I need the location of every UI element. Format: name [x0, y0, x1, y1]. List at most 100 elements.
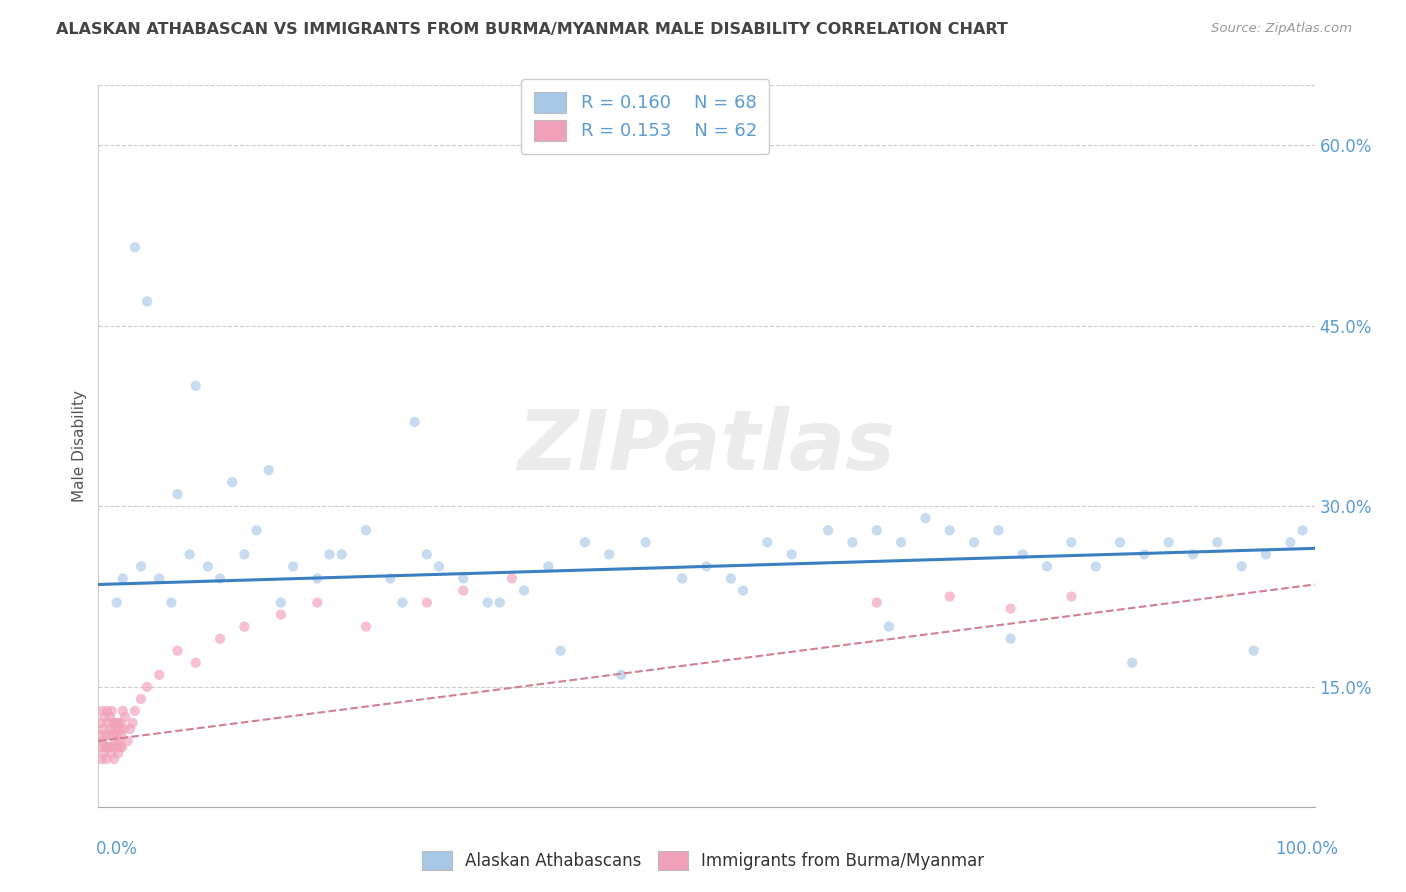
Text: ZIPatlas: ZIPatlas: [517, 406, 896, 486]
Point: [1254, 548, 1277, 562]
Point: [550, 644, 572, 658]
Point: [105, 596, 128, 610]
Point: [112, 722, 135, 736]
Point: [1121, 656, 1143, 670]
Point: [160, 596, 183, 610]
Point: [318, 548, 340, 562]
Point: [598, 548, 620, 562]
Point: [110, 728, 132, 742]
Point: [330, 548, 353, 562]
Point: [866, 596, 889, 610]
Point: [166, 644, 188, 658]
Point: [93, 710, 115, 724]
Point: [100, 746, 122, 760]
Point: [104, 734, 127, 748]
Point: [96, 740, 118, 755]
Point: [221, 475, 243, 489]
Point: [513, 583, 536, 598]
Point: [841, 535, 863, 549]
Point: [671, 572, 693, 586]
Text: ALASKAN ATHABASCAN VS IMMIGRANTS FROM BURMA/MYANMAR MALE DISABILITY CORRELATION : ALASKAN ATHABASCAN VS IMMIGRANTS FROM BU…: [56, 22, 1008, 37]
Point: [124, 704, 146, 718]
Point: [1109, 535, 1132, 549]
Y-axis label: Male Disability: Male Disability: [72, 390, 87, 502]
Point: [118, 722, 141, 736]
Point: [98, 740, 121, 755]
Point: [1133, 548, 1156, 562]
Point: [129, 559, 152, 574]
Point: [148, 572, 170, 586]
Point: [877, 619, 900, 633]
Point: [121, 715, 143, 730]
Point: [209, 572, 232, 586]
Point: [537, 559, 560, 574]
Point: [105, 728, 128, 742]
Point: [1000, 632, 1022, 646]
Point: [101, 728, 124, 742]
Point: [427, 559, 450, 574]
Point: [281, 559, 304, 574]
Point: [103, 715, 125, 730]
Point: [380, 572, 402, 586]
Point: [914, 511, 936, 525]
Point: [100, 722, 122, 736]
Point: [477, 596, 499, 610]
Point: [209, 632, 232, 646]
Point: [307, 572, 329, 586]
Point: [96, 704, 118, 718]
Point: [245, 523, 267, 537]
Point: [233, 619, 256, 633]
Point: [103, 752, 125, 766]
Point: [233, 548, 256, 562]
Point: [696, 559, 718, 574]
Point: [1060, 590, 1083, 604]
Point: [197, 559, 219, 574]
Point: [404, 415, 426, 429]
Point: [307, 596, 329, 610]
Point: [96, 752, 118, 766]
Point: [257, 463, 280, 477]
Point: [756, 535, 779, 549]
Point: [94, 740, 117, 755]
Point: [89, 728, 111, 742]
Point: [136, 294, 159, 309]
Point: [416, 548, 439, 562]
Point: [136, 680, 159, 694]
Text: Source: ZipAtlas.com: Source: ZipAtlas.com: [1212, 22, 1353, 36]
Point: [90, 715, 112, 730]
Point: [108, 734, 131, 748]
Point: [108, 722, 131, 736]
Point: [114, 710, 136, 724]
Point: [987, 523, 1010, 537]
Point: [110, 715, 132, 730]
Point: [574, 535, 596, 549]
Point: [110, 740, 132, 755]
Point: [105, 740, 128, 755]
Point: [91, 722, 114, 736]
Point: [270, 607, 292, 622]
Point: [634, 535, 657, 549]
Point: [124, 240, 146, 254]
Point: [501, 572, 523, 586]
Point: [94, 728, 117, 742]
Point: [1036, 559, 1059, 574]
Point: [107, 715, 129, 730]
Point: [91, 734, 114, 748]
Point: [107, 746, 129, 760]
Point: [111, 740, 134, 755]
Point: [890, 535, 912, 549]
Point: [111, 704, 134, 718]
Point: [101, 740, 124, 755]
Point: [1243, 644, 1265, 658]
Point: [104, 722, 127, 736]
Point: [1060, 535, 1083, 549]
Point: [105, 715, 128, 730]
Point: [1206, 535, 1229, 549]
Point: [111, 572, 134, 586]
Point: [1230, 559, 1253, 574]
Point: [184, 378, 207, 392]
Point: [720, 572, 742, 586]
Point: [117, 734, 139, 748]
Point: [1279, 535, 1302, 549]
Point: [391, 596, 413, 610]
